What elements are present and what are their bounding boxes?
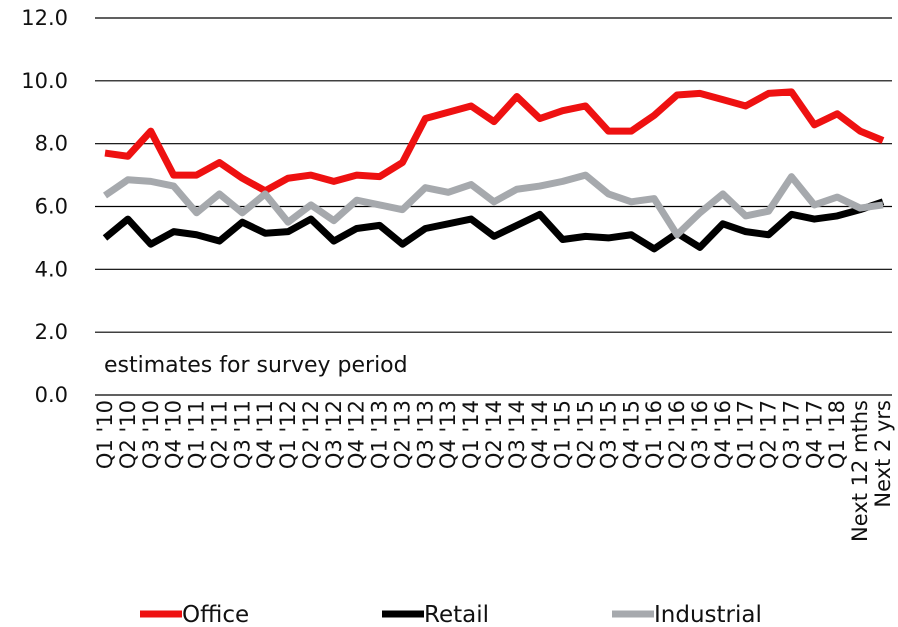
x-tick-label: Q3 '11 (230, 400, 254, 469)
x-tick-label: Q2 '15 (574, 400, 598, 469)
x-tick-label: Next 12 mths (848, 400, 872, 542)
y-tick-label: 2.0 (35, 320, 68, 344)
x-tick-label: Q3 '14 (505, 400, 529, 469)
series-line (102, 198, 885, 253)
x-tick-label: Q1 '16 (642, 400, 666, 469)
legend-label: Retail (424, 602, 489, 627)
series-line (103, 171, 884, 239)
x-tick-label: Q4 '11 (253, 400, 277, 469)
x-tick-label: Q4 '17 (802, 400, 826, 469)
x-tick-label: Q1 '15 (551, 400, 575, 469)
x-tick-label: Q4 '16 (711, 400, 735, 469)
x-tick-label: Q2 '16 (665, 400, 689, 469)
x-tick-label: Q2 '13 (390, 400, 414, 469)
x-tick-label: Q3 '12 (322, 400, 346, 469)
x-tick-label: Q3 '17 (779, 400, 803, 469)
x-tick-label: Q1 '14 (459, 400, 483, 469)
x-tick-label: Q2 '11 (207, 400, 231, 469)
y-tick-label: 0.0 (35, 383, 68, 407)
x-tick-label: Q1 '17 (734, 400, 758, 469)
x-tick-label: Q3 '10 (139, 400, 163, 469)
x-tick-label: Q1 '13 (368, 400, 392, 469)
x-tick-label: Q1 '18 (825, 400, 849, 469)
x-tick-label: Q3 '16 (688, 400, 712, 469)
x-tick-label: Q3 '15 (596, 400, 620, 469)
x-tick-label: Q2 '12 (299, 400, 323, 469)
x-tick-label: Q4 '14 (528, 400, 552, 469)
legend-label: Office (182, 602, 249, 627)
annotation: estimates for survey period (104, 353, 408, 378)
y-tick-label: 12.0 (21, 6, 68, 30)
y-tick-label: 6.0 (35, 195, 68, 219)
x-tick-label: Q4 '10 (162, 400, 186, 469)
x-tick-label: Q1 '12 (276, 400, 300, 469)
legend-label: Industrial (654, 602, 762, 627)
x-tick-label: Q1 '11 (185, 400, 209, 469)
x-tick-label: Q3 '13 (413, 400, 437, 469)
x-tick-label: Q2 '14 (482, 400, 506, 469)
x-tick-label: Q1 '10 (93, 400, 117, 469)
y-tick-label: 4.0 (35, 257, 68, 281)
x-tick-label: Next 2 yrs (871, 400, 895, 508)
x-tick-label: Q4 '15 (619, 400, 643, 469)
y-tick-label: 10.0 (21, 69, 68, 93)
x-tick-label: Q2 '17 (757, 400, 781, 469)
x-tick-label: Q4 '13 (436, 400, 460, 469)
y-tick-label: 8.0 (35, 132, 68, 156)
x-tick-label: Q4 '12 (345, 400, 369, 469)
x-tick-label: Q2 '10 (116, 400, 140, 469)
series-line (104, 88, 885, 195)
